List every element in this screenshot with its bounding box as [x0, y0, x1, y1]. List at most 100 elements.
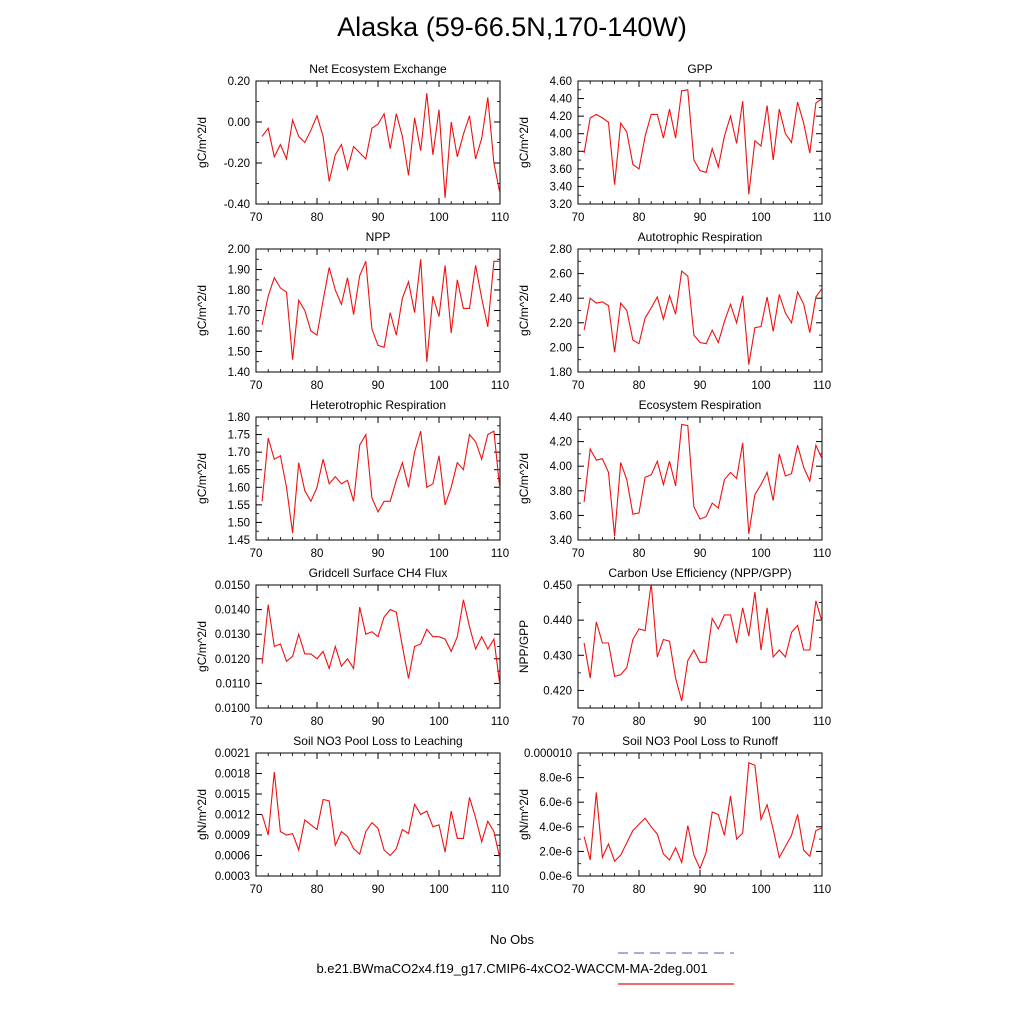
chart-panel: GPP gC/m^2/d 70 80 90 100 110 3.20 3.40 3.60 3.80 4… — [517, 62, 831, 224]
legend-obs-swatch — [618, 952, 734, 954]
x-tick-label: 80 — [633, 884, 646, 896]
panel-title: GPP — [687, 62, 712, 76]
x-tick-label: 100 — [751, 380, 770, 392]
chart-panel: Soil NO3 Pool Loss to Runoff gN/m^2/d 70 80… — [517, 734, 831, 896]
y-axis-label: gC/m^2/d — [195, 285, 209, 336]
y-tick-label: 3.20 — [550, 199, 572, 211]
x-tick-label: 80 — [633, 212, 646, 224]
x-tick-label: 80 — [633, 380, 646, 392]
panel-title: Carbon Use Efficiency (NPP/GPP) — [608, 566, 791, 580]
y-tick-label: 8.0e-6 — [539, 773, 572, 785]
y-tick-label: 2.20 — [550, 318, 572, 330]
x-tick-label: 100 — [751, 884, 770, 896]
y-tick-label: 3.60 — [550, 164, 572, 176]
y-tick-label: 4.20 — [550, 111, 572, 123]
x-tick-label: 80 — [311, 716, 324, 728]
y-tick-label: 0.0e-6 — [539, 871, 572, 883]
figure-title: Alaska (59-66.5N,170-140W) — [337, 12, 687, 42]
plot-frame — [577, 752, 823, 877]
y-axis-label: gC/m^2/d — [195, 117, 209, 168]
y-tick-label: 4.60 — [550, 76, 572, 88]
y-tick-label: 1.40 — [228, 367, 250, 379]
plot-frame — [255, 416, 501, 541]
chart-panel: Ecosystem Respiration gC/m^2/d 70 80 90 100 11… — [517, 398, 831, 560]
plot-frame — [255, 80, 501, 205]
y-tick-label: 4.00 — [550, 129, 572, 141]
y-axis-label: gN/m^2/d — [517, 789, 531, 840]
y-tick-label: 0.0018 — [215, 769, 250, 781]
y-tick-label: 2.80 — [550, 244, 572, 256]
plot-frame — [577, 584, 823, 709]
series-line — [261, 93, 500, 198]
x-tick-label: 110 — [491, 884, 509, 896]
y-tick-label: 0.430 — [543, 650, 572, 662]
series-line — [261, 772, 500, 860]
x-tick-label: 90 — [372, 548, 385, 560]
x-tick-label: 110 — [491, 548, 509, 560]
y-axis-label: gC/m^2/d — [517, 453, 531, 504]
legend-obs-label: No Obs — [489, 932, 535, 947]
panel-title: Net Ecosystem Exchange — [309, 62, 447, 76]
y-tick-label: 4.00 — [550, 461, 572, 473]
y-tick-label: -0.40 — [224, 199, 250, 211]
chart-panel: NPP gC/m^2/d 70 80 90 100 110 1.40 1.50 1.60 1.70 1… — [195, 230, 509, 392]
x-tick-label: 100 — [429, 212, 448, 224]
y-tick-label: 0.0150 — [215, 580, 250, 592]
x-tick-label: 100 — [429, 884, 448, 896]
y-tick-label: 0.420 — [543, 685, 572, 697]
y-tick-label: 0.0015 — [215, 789, 250, 801]
y-tick-label: 0.0130 — [215, 629, 250, 641]
plot-frame — [577, 248, 823, 373]
series-line — [583, 585, 822, 702]
x-tick-label: 110 — [813, 212, 831, 224]
x-tick-label: 70 — [250, 716, 263, 728]
x-tick-label: 110 — [813, 548, 831, 560]
x-tick-label: 70 — [250, 548, 263, 560]
y-tick-label: 1.60 — [228, 326, 250, 338]
y-tick-label: 4.40 — [550, 94, 572, 106]
series-line — [583, 270, 822, 365]
x-tick-label: 100 — [751, 548, 770, 560]
y-tick-label: 3.40 — [550, 181, 572, 193]
panel-title: Soil NO3 Pool Loss to Runoff — [622, 734, 779, 748]
x-tick-label: 100 — [429, 380, 448, 392]
x-tick-label: 80 — [633, 716, 646, 728]
x-tick-label: 70 — [572, 548, 585, 560]
y-tick-label: -0.20 — [224, 158, 250, 170]
x-tick-label: 90 — [694, 884, 707, 896]
x-tick-label: 110 — [813, 380, 831, 392]
y-tick-label: 4.20 — [550, 437, 572, 449]
x-tick-label: 100 — [429, 548, 448, 560]
y-tick-label: 6.0e-6 — [539, 797, 572, 809]
legend-model-label: b.e21.BWmaCO2x4.f19_g17.CMIP6-4xCO2-WACC… — [316, 961, 708, 976]
chart-panel: Heterotrophic Respiration gC/m^2/d 70 80 90 1… — [195, 398, 509, 560]
y-tick-label: 3.80 — [550, 486, 572, 498]
y-tick-label: 0.0120 — [215, 654, 250, 666]
chart-panel: Soil NO3 Pool Loss to Leaching gN/m^2/d 70… — [195, 734, 509, 896]
x-tick-label: 80 — [311, 212, 324, 224]
x-tick-label: 90 — [372, 716, 385, 728]
y-tick-label: 0.0009 — [215, 830, 250, 842]
chart-panel: Net Ecosystem Exchange gC/m^2/d 70 80 90 100 1… — [195, 62, 509, 224]
series-line — [583, 89, 822, 195]
y-tick-label: 1.90 — [228, 265, 250, 277]
y-tick-label: 0.0110 — [216, 678, 250, 690]
y-tick-label: 1.80 — [228, 412, 250, 424]
x-tick-label: 100 — [751, 212, 770, 224]
y-axis-label: gC/m^2/d — [195, 453, 209, 504]
plot-frame — [577, 416, 823, 541]
y-tick-label: 2.00 — [228, 244, 250, 256]
legend-model-swatch — [618, 983, 734, 985]
y-tick-label: 4.0e-6 — [539, 822, 572, 834]
x-tick-label: 90 — [694, 716, 707, 728]
x-tick-label: 80 — [311, 380, 324, 392]
y-axis-label: gC/m^2/d — [195, 621, 209, 672]
panel-title: Gridcell Surface CH4 Flux — [309, 566, 448, 580]
y-tick-label: 0.0003 — [215, 871, 250, 883]
y-tick-label: 1.70 — [228, 306, 250, 318]
x-tick-label: 70 — [572, 716, 585, 728]
y-tick-label: 2.60 — [550, 269, 572, 281]
y-tick-label: 1.80 — [550, 367, 572, 379]
y-tick-label: 1.45 — [228, 535, 250, 547]
